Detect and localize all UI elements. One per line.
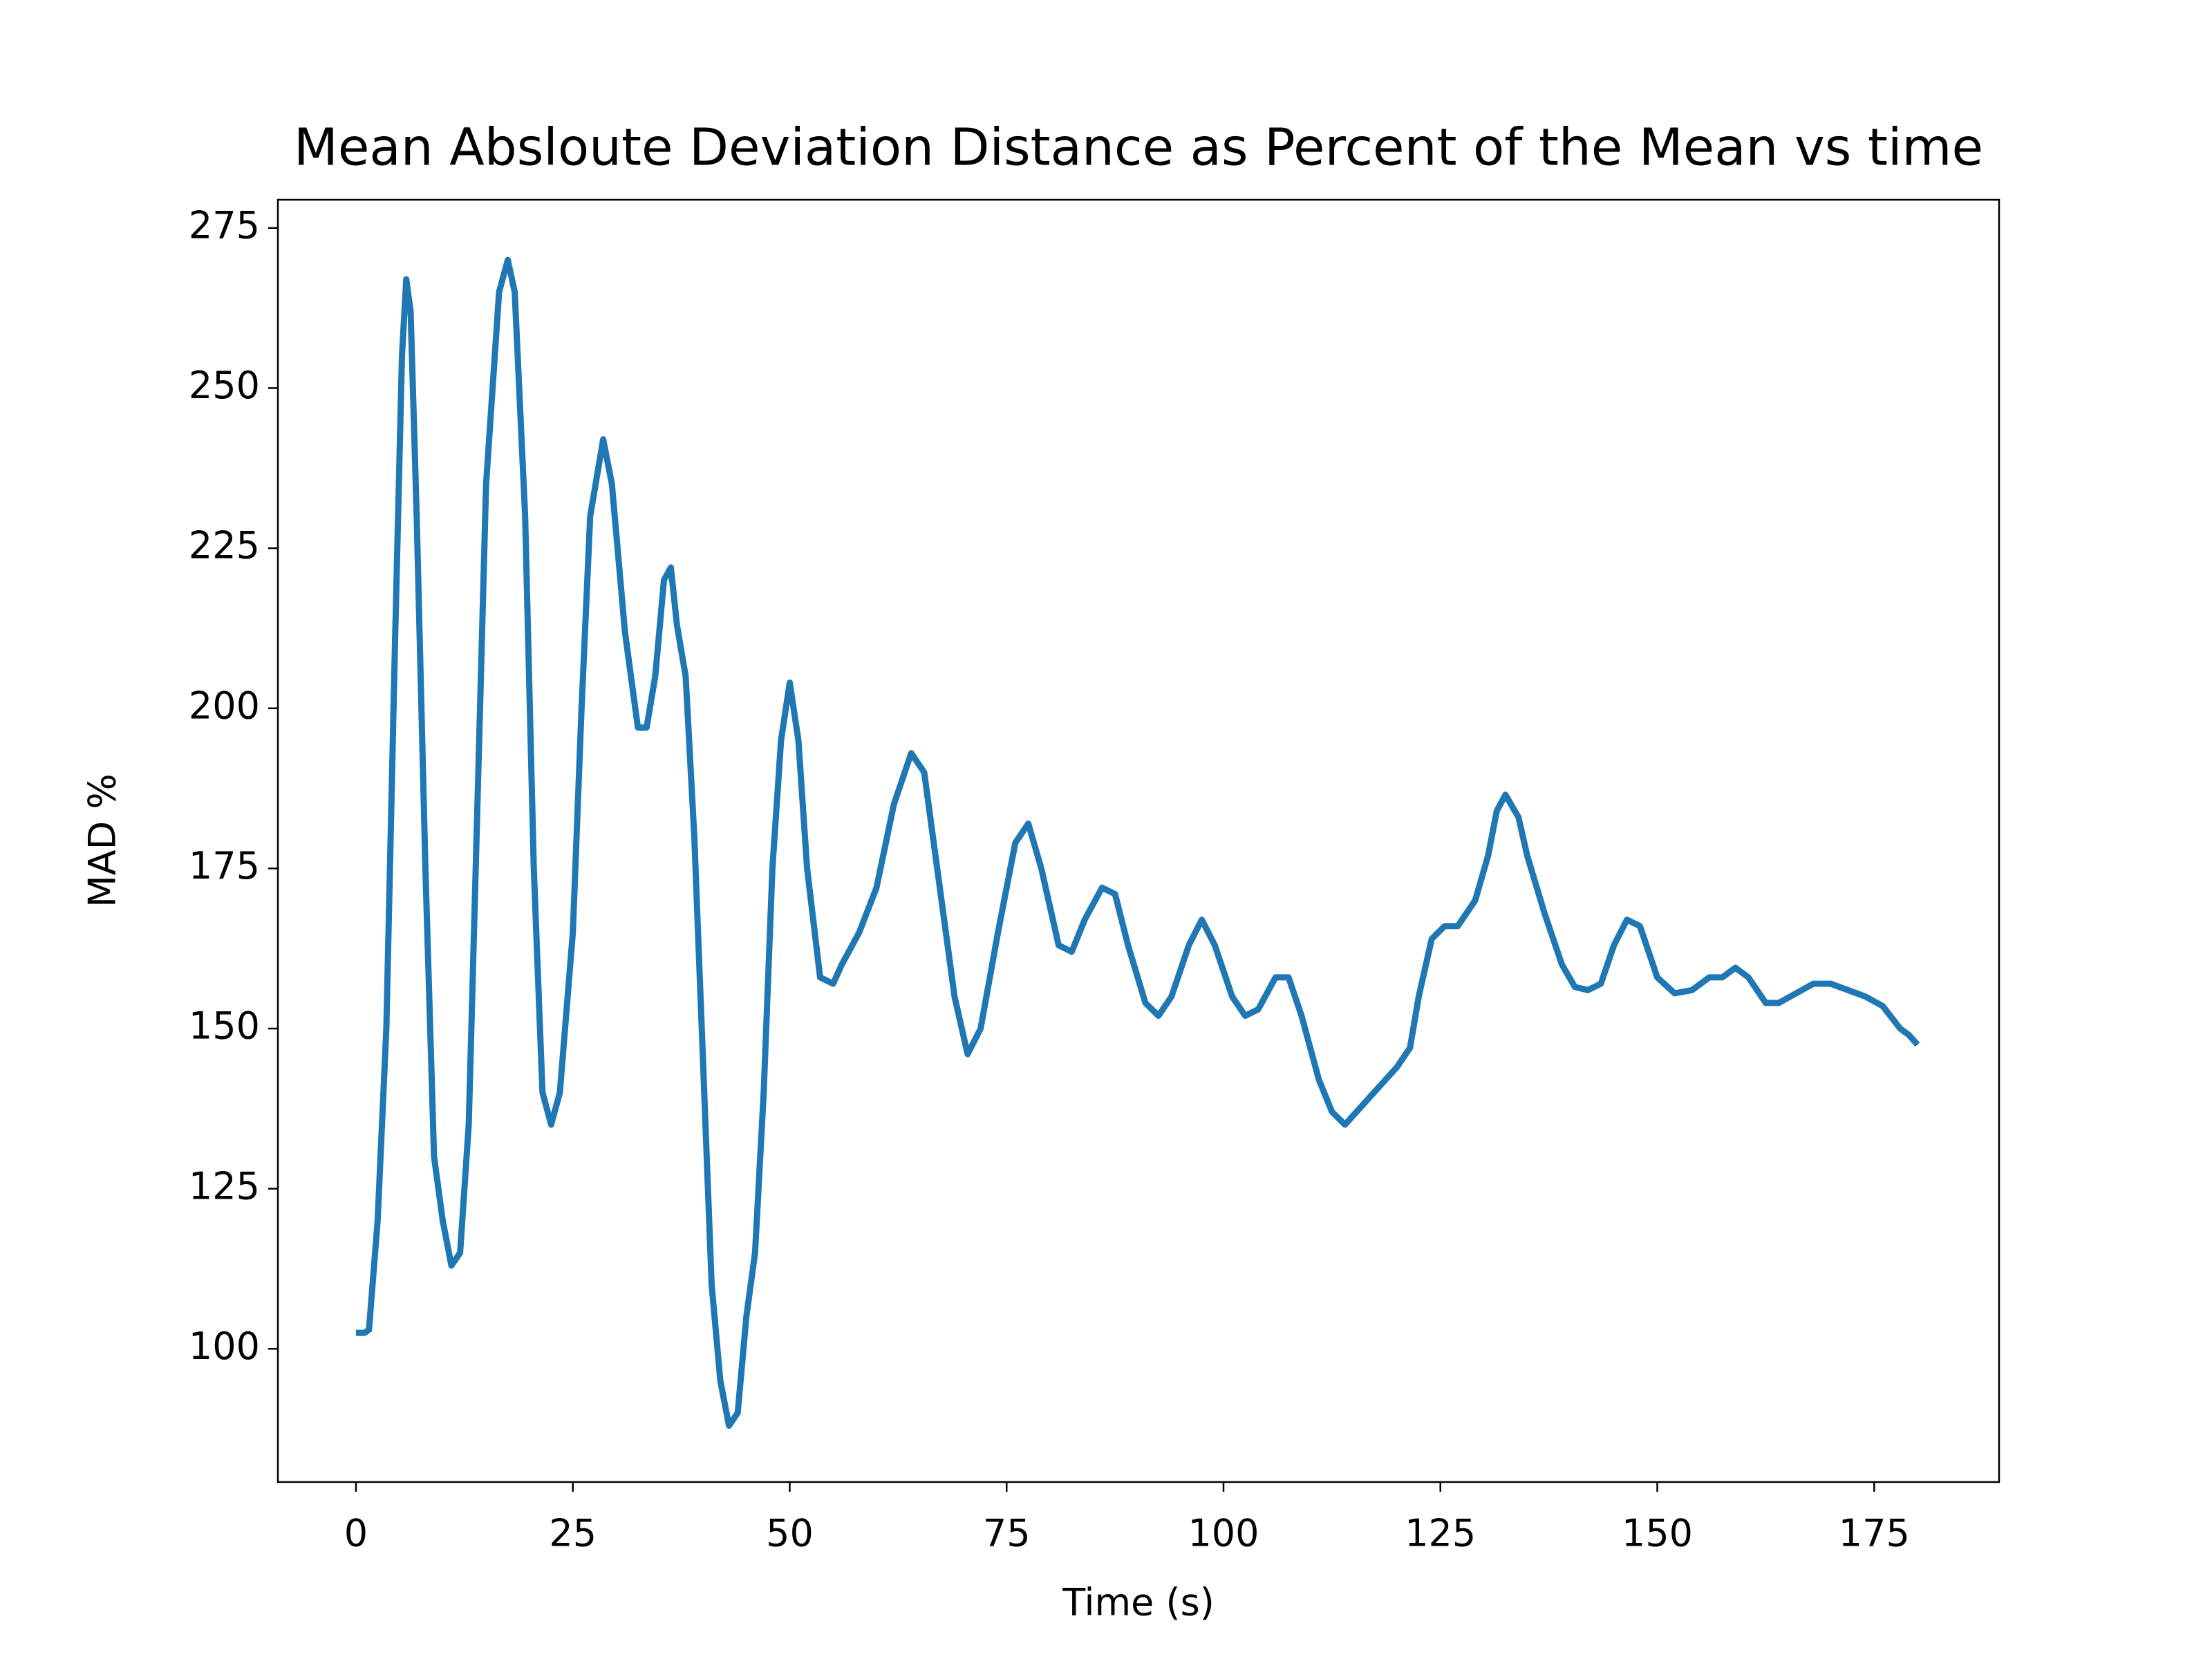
y-axis-label: MAD % — [81, 774, 124, 908]
data-line — [356, 256, 1920, 1429]
y-tick-label: 250 — [189, 364, 260, 407]
chart-title: Mean Absloute Deviation Distance as Perc… — [294, 118, 1983, 178]
x-tick-label: 175 — [1839, 1512, 1910, 1555]
x-tick-label: 100 — [1188, 1512, 1259, 1555]
y-tick-label: 275 — [189, 203, 260, 247]
y-tick-label: 150 — [189, 1004, 260, 1048]
x-tick-label: 0 — [344, 1512, 368, 1555]
axes-frame — [276, 198, 2000, 1483]
y-tick-label: 200 — [189, 684, 260, 727]
y-tick-label: 175 — [189, 844, 260, 888]
y-tick-label: 100 — [189, 1324, 260, 1368]
x-tick-label: 50 — [766, 1512, 814, 1555]
x-tick-label: 75 — [983, 1512, 1031, 1555]
x-tick-label: 25 — [549, 1512, 597, 1555]
x-tick-label: 150 — [1622, 1512, 1693, 1555]
y-tick-label: 225 — [189, 524, 260, 568]
x-axis-label: Time (s) — [1062, 1581, 1215, 1624]
y-tick-label: 125 — [189, 1164, 260, 1208]
x-tick-label: 125 — [1405, 1512, 1476, 1555]
